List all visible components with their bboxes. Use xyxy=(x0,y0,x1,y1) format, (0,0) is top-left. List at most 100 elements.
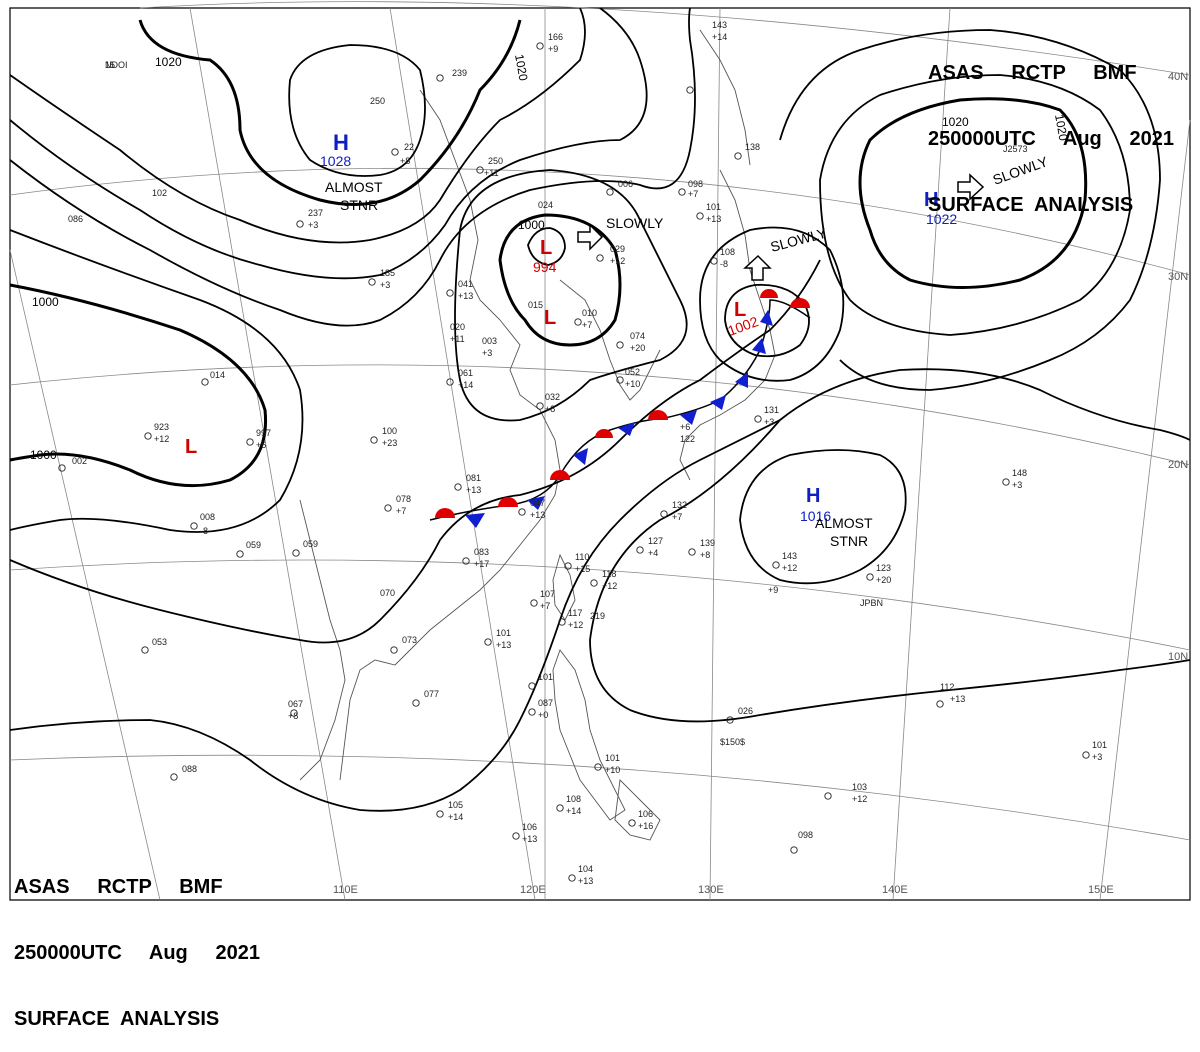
isobar-996-low xyxy=(527,227,566,266)
station-value: 078 xyxy=(396,494,411,504)
isobar-1000-west xyxy=(9,283,268,488)
station-value: 077 xyxy=(424,689,439,699)
station-value: 166 xyxy=(548,32,563,42)
isobar-1008-se xyxy=(589,368,1191,641)
station-value: 148 xyxy=(1012,468,1027,478)
station-value: +15 xyxy=(575,564,590,574)
station-value: +13 xyxy=(466,485,481,495)
station-value: 108 xyxy=(720,247,735,257)
station-circle xyxy=(616,341,624,349)
station-circle xyxy=(628,819,636,827)
low-center-value: 994 xyxy=(533,259,557,275)
station-circle xyxy=(190,522,198,530)
high-center-letter: H xyxy=(333,130,349,155)
station-value: 923 xyxy=(154,422,169,432)
station-value: 101 xyxy=(605,753,620,763)
warm-front-mark xyxy=(595,429,613,438)
station-circle xyxy=(246,438,254,446)
coast-korea xyxy=(559,279,661,401)
station-circle xyxy=(390,646,398,654)
station-circle xyxy=(790,846,798,854)
cold-front-triangles xyxy=(465,310,773,528)
station-value: 106 xyxy=(638,809,653,819)
isobar-label: 1020 xyxy=(942,115,969,129)
meridian-100e xyxy=(9,249,161,901)
parallel-20n xyxy=(9,364,1191,466)
station-circle xyxy=(370,436,378,444)
station-value: 143 xyxy=(782,551,797,561)
station-value: -8 xyxy=(200,526,208,536)
motion-arrows xyxy=(577,173,985,281)
station-circle xyxy=(58,464,66,472)
pressure-systems: H 1028 H 1022 H 1016 L 994 L L 1002 L xyxy=(185,130,957,524)
station-value: 108 xyxy=(566,794,581,804)
station-value: 185 xyxy=(380,268,395,278)
station-circle xyxy=(292,549,300,557)
isobar-1008-east xyxy=(699,226,845,382)
station-circle xyxy=(606,188,614,196)
station-value: 110 xyxy=(575,552,589,562)
station-value: 015 xyxy=(528,300,543,310)
meridian-110e xyxy=(189,7,346,901)
isobar-1008-west xyxy=(9,259,821,644)
station-value: 250 xyxy=(488,156,503,166)
latitude-label: 40N xyxy=(1168,71,1188,83)
station-circle xyxy=(391,148,399,156)
station-circle xyxy=(696,212,704,220)
title-line: SURFACE ANALYSIS xyxy=(928,194,1134,216)
station-value: 041 xyxy=(458,279,473,289)
station-value: +3 xyxy=(482,348,492,358)
station-value: 103 xyxy=(852,782,867,792)
station-circle xyxy=(558,618,566,626)
fronts xyxy=(429,289,811,528)
station-value: 026 xyxy=(738,706,753,716)
station-value: 003 xyxy=(482,336,497,346)
station-circle xyxy=(596,254,604,262)
station-value: +4 xyxy=(648,548,658,558)
station-circle xyxy=(436,74,444,82)
station-value: +13 xyxy=(950,694,965,704)
isobar-1008 xyxy=(9,7,696,327)
station-value: +13 xyxy=(578,876,593,886)
station-value: 123 xyxy=(876,563,891,573)
warm-front-mark xyxy=(648,410,668,420)
station-value: +6 xyxy=(680,422,690,432)
station-circle xyxy=(636,546,644,554)
meridian-130e xyxy=(709,7,721,901)
station-value: 997 xyxy=(256,428,271,438)
station-value: +7 xyxy=(582,320,592,330)
station-value: 139 xyxy=(700,538,715,548)
motion-label: STNR xyxy=(830,533,868,549)
station-value: 107 xyxy=(540,589,555,599)
station-value: 024 xyxy=(538,200,553,210)
station-value: 104 xyxy=(578,864,593,874)
station-value: +12 xyxy=(782,563,797,573)
coast-japan-east xyxy=(699,29,751,166)
isobar-label: 1000 xyxy=(518,218,545,232)
station-circle xyxy=(436,810,444,818)
high-center-value: 1022 xyxy=(926,211,957,227)
isobar-1012-high-south xyxy=(739,449,907,585)
station-value: 112 xyxy=(940,682,954,692)
station-circle xyxy=(296,220,304,228)
station-value: +0 xyxy=(538,710,548,720)
station-value: +11 xyxy=(484,168,499,178)
station-value: 122 xyxy=(680,434,695,444)
cold-front-mark xyxy=(465,513,485,528)
arrow-icon xyxy=(743,254,772,281)
station-circle xyxy=(518,508,526,516)
station-circle xyxy=(144,432,152,440)
parallel-10n xyxy=(9,559,1191,651)
station-value: +3 xyxy=(1012,480,1022,490)
station-value: JPBN xyxy=(860,598,883,608)
low-center-letter: L xyxy=(544,307,556,329)
station-value: +13 xyxy=(706,214,721,224)
isobar-1020-north xyxy=(138,19,522,206)
isobar-1020-east xyxy=(858,97,1088,289)
coast-japan xyxy=(679,169,776,481)
station-circle xyxy=(866,573,874,581)
isobars xyxy=(9,7,1191,812)
station-value: +13 xyxy=(458,291,473,301)
station-value: 102 xyxy=(152,188,167,198)
station-value: +20 xyxy=(876,575,891,585)
